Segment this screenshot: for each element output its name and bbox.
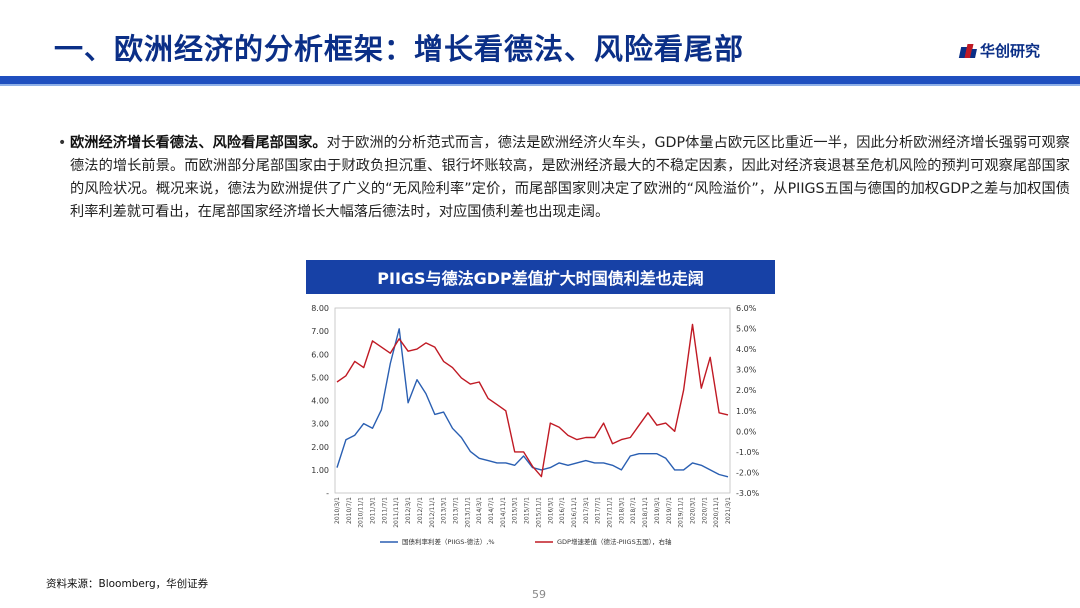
x-axis-tick-label: 2015/11/1 [535,497,542,528]
x-axis-tick-label: 2020/3/1 [689,497,696,524]
x-axis-tick-label: 2014/3/1 [476,497,483,524]
x-axis-tick-label: 2010/7/1 [346,497,353,524]
x-axis-tick-label: 2010/3/1 [334,497,341,524]
plot-area [334,307,731,494]
left-axis-tick-label: 2.00 [311,443,329,452]
x-axis-tick-label: 2017/11/1 [607,497,614,528]
huachuang-logo-icon [958,43,977,58]
right-axis-tick-label: 5.0% [736,325,757,334]
header-rule [0,76,1080,86]
x-axis-tick-label: 2013/11/1 [464,497,471,528]
left-axis-tick-label: 6.00 [311,350,329,359]
x-axis-tick-label: 2013/7/1 [452,497,459,524]
brand-logo: 华创研究 [958,40,1040,61]
bullet-text: 欧洲经济增长看德法、风险看尾部国家。对于欧洲的分析范式而言，德法是欧洲经济火车头… [70,132,1070,224]
x-axis-tick-label: 2010/11/1 [358,497,365,528]
left-axis-tick-label: 3.00 [311,420,329,429]
x-axis-tick-label: 2014/11/1 [500,497,507,528]
left-axis-tick-label: 7.00 [311,327,329,336]
x-axis-tick-label: 2018/3/1 [618,497,625,524]
right-axis-tick-label: 1.0% [736,407,757,416]
series-line-2 [336,323,729,478]
line-chart: 8.00 7.00 6.00 5.00 4.00 3.00 2.00 1.00 - 6.0% 5.… [311,304,760,546]
x-axis-tick-label: 2019/11/1 [678,497,685,528]
right-axis-tick-label: -1.0% [736,448,760,457]
x-axis-tick-label: 2011/7/1 [381,497,388,524]
bullet-lead: 欧洲经济增长看德法、风险看尾部国家。 [70,135,327,151]
right-axis-tick-label: -2.0% [736,468,760,477]
series-line-1 [336,328,729,478]
x-axis-tick-label: 2016/7/1 [559,497,566,524]
bullet-dot-icon: • [58,135,67,151]
page-title: 一、欧洲经济的分析框架：增长看德法、风险看尾部 [54,32,745,66]
x-axis-tick-label: 2019/3/1 [654,497,661,524]
right-axis-tick-label: 2.0% [736,386,757,395]
x-axis-tick-label: 2018/7/1 [630,497,637,524]
x-axis-tick-label: 2013/3/1 [441,497,448,524]
left-axis-tick-label: 5.00 [311,373,329,382]
left-axis-tick-label: - [326,489,329,498]
right-axis-tick-label: 0.0% [736,427,757,436]
chart-title: PIIGS与德法GDP差值扩大时国债利差也走阔 [306,260,775,294]
x-axis-tick-label: 2011/3/1 [370,497,377,524]
x-axis-tick-label: 2020/7/1 [701,497,708,524]
right-axis-tick-label: 3.0% [736,366,757,375]
x-axis-tick-label: 2012/3/1 [405,497,412,524]
left-axis-tick-label: 1.00 [311,466,329,475]
x-axis-tick-label: 2017/7/1 [595,497,602,524]
x-axis-tick-label: 2015/3/1 [512,497,519,524]
legend-label-1: 国债利率利差（PIIGS-德法）,% [402,537,495,546]
bullet-body: 对于欧洲的分析范式而言，德法是欧洲经济火车头，GDP体量占欧元区比重近一半，因此… [70,135,1070,220]
x-axis-tick-label: 2012/11/1 [429,497,436,528]
source-note: 资料来源：Bloomberg，华创证券 [46,578,209,590]
x-axis-tick-label: 2014/7/1 [488,497,495,524]
right-axis-tick-label: 6.0% [736,304,757,313]
left-axis-tick-label: 8.00 [311,304,329,313]
bullet-paragraph: • 欧洲经济增长看德法、风险看尾部国家。对于欧洲的分析范式而言，德法是欧洲经济火… [58,132,1070,224]
x-axis-tick-label: 2019/7/1 [666,497,673,524]
x-axis-tick-label: 2018/11/1 [642,497,649,528]
page-number: 59 [532,588,546,601]
x-axis-tick-label: 2017/3/1 [583,497,590,524]
x-axis-tick-label: 2011/11/1 [393,497,400,528]
logo-text: 华创研究 [979,42,1040,60]
x-axis-tick-label: 2020/11/1 [713,497,720,528]
x-axis-tick-label: 2016/3/1 [547,497,554,524]
x-axis-tick-label: 2016/11/1 [571,497,578,528]
right-axis-tick-label: -3.0% [736,489,760,498]
legend-label-2: GDP增速差值（德法-PIIGS五国），右轴 [557,537,672,546]
x-axis-tick-label: 2021/3/1 [725,497,732,524]
right-axis-tick-label: 4.0% [736,345,757,354]
left-axis-tick-label: 4.00 [311,397,329,406]
x-axis-tick-label: 2015/7/1 [524,497,531,524]
x-axis-tick-label: 2012/7/1 [417,497,424,524]
